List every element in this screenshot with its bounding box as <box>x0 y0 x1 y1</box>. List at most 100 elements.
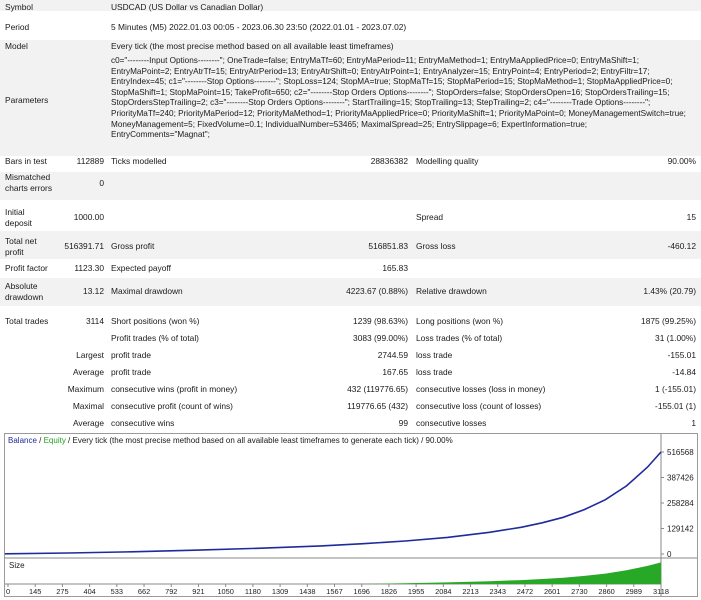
loss-trades-label: Loss trades (% of total) <box>416 333 503 343</box>
abs-drawdown-label-1: Absolute <box>5 281 38 291</box>
average-label: Average <box>72 367 104 377</box>
x-tick-label: 1696 <box>353 587 369 596</box>
parameters-label: Parameters <box>5 95 49 105</box>
maximal-label: Maximal <box>72 401 104 411</box>
abs-drawdown-value: 13.12 <box>83 286 104 296</box>
x-tick-label: 1955 <box>408 587 424 596</box>
x-tick-label: 1567 <box>326 587 342 596</box>
maximum-label: Maximum <box>67 384 104 394</box>
total-trades-label: Total trades <box>5 316 49 326</box>
avg-consecutive-wins-value: 99 <box>398 418 408 428</box>
quality-label: Modelling quality <box>416 156 479 166</box>
x-tick-label: 792 <box>165 587 177 596</box>
x-tick-label: 275 <box>56 587 68 596</box>
legend-balance: Balance <box>8 436 37 445</box>
avg-consecutive-wins-label: consecutive wins <box>111 418 175 428</box>
gross-profit-value: 516851.83 <box>368 241 408 251</box>
expected-payoff-value: 165.83 <box>382 263 408 273</box>
largest-loss-label: loss trade <box>416 350 453 360</box>
x-tick-label: 3118 <box>653 587 669 596</box>
ticks-value: 28836382 <box>370 156 408 166</box>
row-shade <box>0 278 701 306</box>
largest-loss-value: -155.01 <box>667 350 696 360</box>
maximum-profit-label: consecutive wins (profit in money) <box>111 384 238 394</box>
short-positions-label: Short positions (won %) <box>111 316 200 326</box>
mismatched-label-2: charts errors <box>5 183 53 193</box>
parameters-value: c0="--------Input Options--------"; OneT… <box>111 56 686 140</box>
x-tick-label: 2730 <box>571 587 587 596</box>
maximal-loss-label: consecutive loss (count of losses) <box>416 401 542 411</box>
x-tick-label: 1180 <box>245 587 261 596</box>
rel-drawdown-label: Relative drawdown <box>416 286 487 296</box>
maximum-loss-value: 1 (-155.01) <box>655 384 696 394</box>
max-drawdown-label: Maximal drawdown <box>111 286 183 296</box>
x-tick-label: 145 <box>29 587 41 596</box>
deposit-label-1: Initial <box>5 207 25 217</box>
x-tick-label: 404 <box>83 587 95 596</box>
balance-chart: 516568 387426 258284 129142 0 0 145 275 404 533 66… <box>4 433 698 597</box>
x-tick-label: 2989 <box>626 587 642 596</box>
profit-trades-value: 3083 (99.00%) <box>353 333 408 343</box>
y-tick-label: 258284 <box>667 499 694 508</box>
period-value: 5 Minutes (M5) 2022.01.03 00:05 - 2023.0… <box>111 22 407 32</box>
x-tick-label: 533 <box>111 587 123 596</box>
short-positions-value: 1239 (98.63%) <box>353 316 408 326</box>
x-tick-label: 2084 <box>435 587 451 596</box>
largest-label: Largest <box>76 350 104 360</box>
legend-equity: Equity <box>43 436 66 445</box>
x-tick-label: 2860 <box>598 587 614 596</box>
profit-trades-label: Profit trades (% of total) <box>111 333 199 343</box>
profit-factor-label: Profit factor <box>5 263 48 273</box>
maximum-profit-value: 432 (119776.65) <box>347 384 408 394</box>
x-tick-label: 2601 <box>544 587 560 596</box>
x-tick-label: 1438 <box>299 587 315 596</box>
x-tick-label: 0 <box>6 587 10 596</box>
quality-value: 90.00% <box>667 156 696 166</box>
average-loss-label: loss trade <box>416 367 453 377</box>
rel-drawdown-value: 1.43% (20.79) <box>643 286 696 296</box>
average-loss-value: -14.84 <box>672 367 696 377</box>
total-trades-value: 3114 <box>85 316 104 326</box>
gross-profit-label: Gross profit <box>111 241 155 251</box>
y-tick-label: 129142 <box>667 525 694 534</box>
net-profit-label-2: profit <box>5 247 24 257</box>
size-area <box>352 562 661 584</box>
max-drawdown-value: 4223.67 (0.88%) <box>346 286 408 296</box>
largest-profit-value: 2744.59 <box>377 350 408 360</box>
symbol-value: USDCAD (US Dollar vs Canadian Dollar) <box>111 2 264 12</box>
y-tick-label: 0 <box>667 550 672 559</box>
maximal-profit-value: 119776.65 (432) <box>347 401 408 411</box>
x-tick-label: 2472 <box>517 587 533 596</box>
y-tick-label: 387426 <box>667 474 694 483</box>
row-shade <box>0 231 701 259</box>
legend-description: / Every tick (the most precise method ba… <box>65 436 453 445</box>
row-shade <box>0 172 701 200</box>
deposit-value: 1000.00 <box>73 212 104 222</box>
report-table: Symbol USDCAD (US Dollar vs Canadian Dol… <box>0 0 701 428</box>
average-profit-label: profit trade <box>111 367 152 377</box>
period-label: Period <box>5 22 30 32</box>
gross-loss-label: Gross loss <box>416 241 456 251</box>
net-profit-label-1: Total net <box>5 236 37 246</box>
bars-label: Bars in test <box>5 156 47 166</box>
row-shade <box>0 0 701 11</box>
x-tick-label: 1826 <box>381 587 397 596</box>
maximal-loss-value: -155.01 (1) <box>655 401 696 411</box>
row-shade <box>0 40 701 156</box>
deposit-label-2: deposit <box>5 218 33 228</box>
x-tick-label: 662 <box>138 587 150 596</box>
gross-loss-value: -460.12 <box>667 241 696 251</box>
abs-drawdown-label-2: drawdown <box>5 292 44 302</box>
spread-value: 15 <box>686 212 696 222</box>
spread-label: Spread <box>416 212 444 222</box>
mismatched-value: 0 <box>99 178 104 188</box>
x-tick-label: 921 <box>192 587 204 596</box>
average-profit-value: 167.65 <box>382 367 408 377</box>
largest-profit-label: profit trade <box>111 350 152 360</box>
expected-payoff-label: Expected payoff <box>111 263 171 273</box>
y-tick-label: 516568 <box>667 448 694 457</box>
chart-header: Balance / Equity / Every tick (the most … <box>8 436 453 446</box>
symbol-label: Symbol <box>5 2 33 12</box>
profit-factor-value: 1123.30 <box>74 263 104 273</box>
x-tick-label: 1050 <box>217 587 233 596</box>
